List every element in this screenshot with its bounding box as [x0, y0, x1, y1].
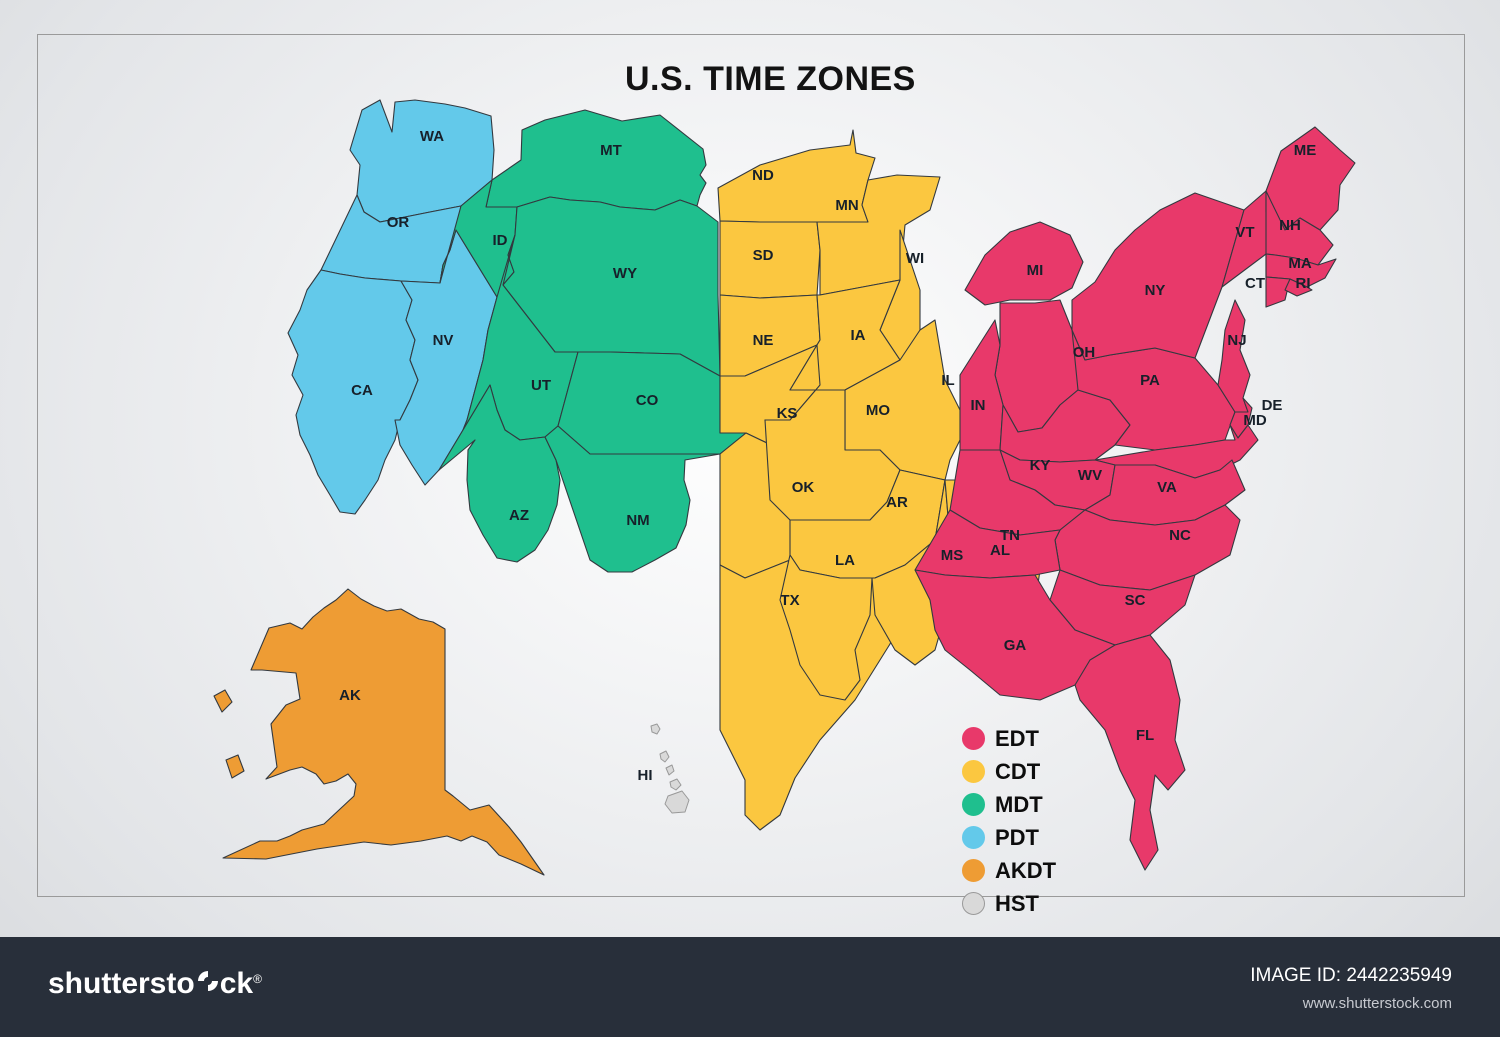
svg-text:CA: CA	[351, 382, 373, 399]
svg-text:GA: GA	[1004, 637, 1027, 654]
svg-text:AL: AL	[990, 542, 1010, 559]
svg-text:WI: WI	[906, 250, 924, 267]
svg-text:NE: NE	[753, 332, 774, 349]
svg-text:OK: OK	[792, 479, 815, 496]
svg-text:RI: RI	[1296, 275, 1311, 292]
svg-text:KS: KS	[777, 405, 798, 422]
svg-text:MD: MD	[1243, 412, 1266, 429]
svg-text:SD: SD	[753, 247, 774, 264]
svg-text:MA: MA	[1288, 255, 1311, 272]
svg-text:ME: ME	[1294, 142, 1317, 159]
svg-text:NY: NY	[1145, 282, 1166, 299]
svg-text:AZ: AZ	[509, 507, 529, 524]
svg-text:NH: NH	[1279, 217, 1301, 234]
svg-text:NJ: NJ	[1227, 332, 1246, 349]
svg-text:MT: MT	[600, 142, 622, 159]
svg-text:NM: NM	[626, 512, 649, 529]
svg-text:OH: OH	[1073, 344, 1096, 361]
svg-text:CO: CO	[636, 392, 659, 409]
svg-text:LA: LA	[835, 552, 855, 569]
svg-text:MI: MI	[1027, 262, 1044, 279]
svg-text:MS: MS	[941, 547, 964, 564]
svg-text:AK: AK	[339, 687, 361, 704]
svg-text:MN: MN	[835, 197, 858, 214]
svg-text:NV: NV	[433, 332, 454, 349]
svg-text:TN: TN	[1000, 527, 1020, 544]
svg-text:CT: CT	[1245, 275, 1265, 292]
svg-text:AR: AR	[886, 494, 908, 511]
svg-text:VA: VA	[1157, 479, 1177, 496]
svg-text:UT: UT	[531, 377, 551, 394]
svg-text:VT: VT	[1235, 224, 1254, 241]
svg-text:OR: OR	[387, 214, 410, 231]
svg-text:WA: WA	[420, 128, 444, 145]
svg-text:ND: ND	[752, 167, 774, 184]
svg-text:WV: WV	[1078, 467, 1102, 484]
svg-text:IL: IL	[941, 372, 954, 389]
svg-text:PA: PA	[1140, 372, 1160, 389]
svg-text:MO: MO	[866, 402, 890, 419]
svg-text:WY: WY	[613, 265, 637, 282]
svg-text:KY: KY	[1030, 457, 1051, 474]
svg-text:TX: TX	[780, 592, 799, 609]
svg-text:IA: IA	[851, 327, 866, 344]
svg-text:FL: FL	[1136, 727, 1154, 744]
svg-text:NC: NC	[1169, 527, 1191, 544]
svg-text:SC: SC	[1125, 592, 1146, 609]
svg-text:IN: IN	[971, 397, 986, 414]
svg-text:HI: HI	[638, 767, 653, 784]
svg-text:ID: ID	[493, 232, 508, 249]
